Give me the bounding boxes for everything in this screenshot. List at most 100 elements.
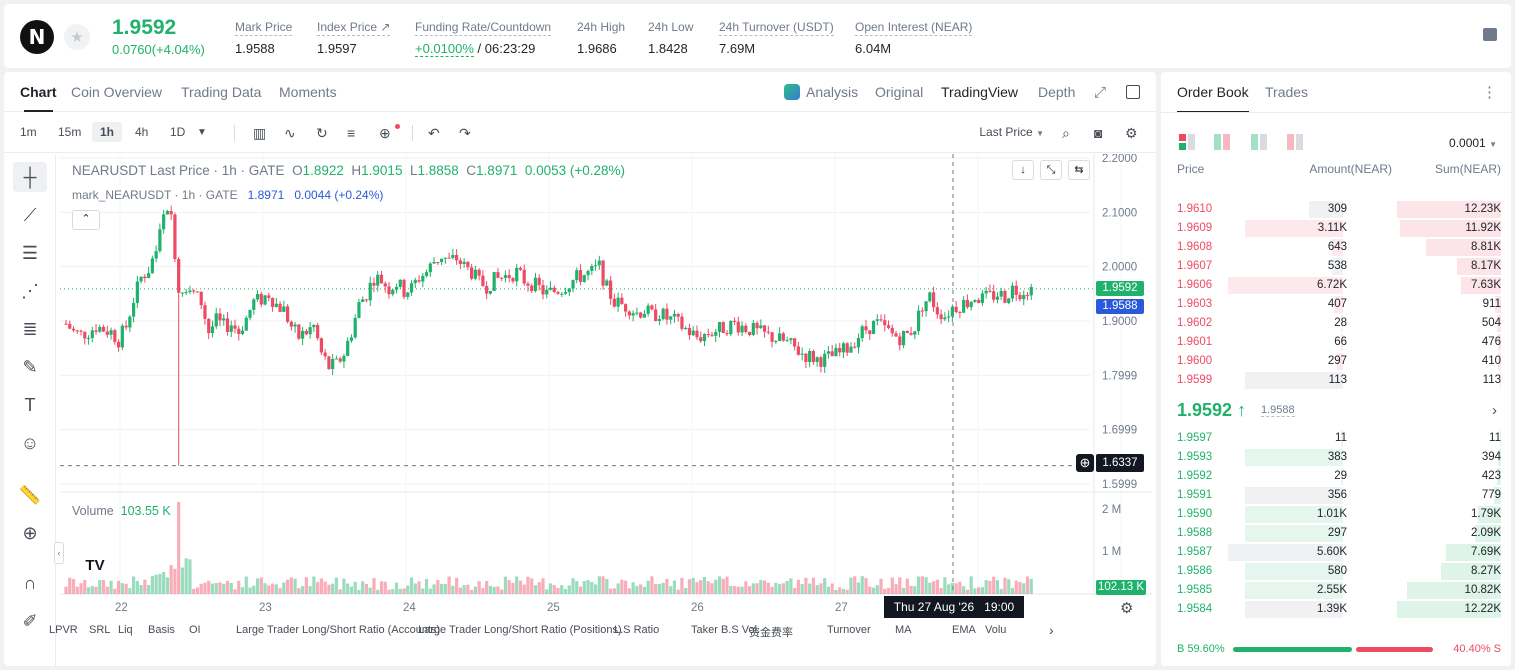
indicator-0[interactable]: LPVR [49, 624, 78, 636]
ob-row[interactable]: 1.9601 66 476 [1161, 333, 1511, 352]
favorite-star-icon[interactable]: ★ [64, 24, 90, 50]
ob-row[interactable]: 1.9588 297 2.09K [1161, 524, 1511, 543]
indicator-7[interactable]: L.S Ratio [614, 624, 660, 636]
interval-dropdown-icon[interactable]: ▼ [197, 127, 207, 138]
indicator-scroll-right-icon[interactable]: › [1049, 622, 1054, 638]
candle-type-icon[interactable]: ▥ [253, 125, 267, 141]
collapse-legend-icon[interactable]: ⌃ [72, 210, 100, 230]
ob-row[interactable]: 1.9609 3.11K 11.92K [1161, 219, 1511, 238]
price-chart-svg[interactable]: 2.2000 2.1000 2.0000 1.9000 1.7999 1.6999 1.59… [60, 153, 1152, 666]
tab-moments[interactable]: Moments [279, 84, 337, 100]
indicator-9[interactable]: 资金费率 [749, 627, 793, 639]
fib-icon[interactable]: ≣ [22, 318, 38, 339]
window-icon[interactable] [1126, 85, 1140, 99]
analysis-button[interactable]: Analysis [784, 84, 858, 100]
add-order-icon[interactable]: ⊕ [1076, 454, 1094, 472]
ob-row[interactable]: 1.9590 1.01K 1.79K [1161, 505, 1511, 524]
chevron-right-icon[interactable]: › [1492, 402, 1497, 419]
more-icon[interactable]: ⋮ [1482, 84, 1497, 101]
amount-depth-bar [1340, 430, 1343, 447]
view-bids-icon[interactable] [1251, 134, 1267, 150]
candle-body [800, 353, 804, 355]
ob-row[interactable]: 1.9587 5.60K 7.69K [1161, 543, 1511, 562]
brush-icon[interactable]: ✎ [22, 356, 38, 377]
indicators-icon[interactable]: ∿ [284, 125, 296, 141]
zoom-in-icon[interactable]: ⊕ [22, 522, 38, 543]
chart-settings-icon[interactable]: ⚙ [1120, 600, 1134, 617]
redo-icon[interactable]: ↷ [459, 125, 471, 141]
settings-gear-icon[interactable]: ⚙ [1125, 125, 1138, 141]
interval-1m[interactable]: 1m [20, 125, 37, 139]
camera-icon[interactable]: ◙ [1094, 125, 1103, 141]
interval-1h[interactable]: 1h [92, 122, 123, 142]
ob-row[interactable]: 1.9585 2.55K 10.82K [1161, 581, 1511, 600]
indicator-5[interactable]: Large Trader Long/Short Ratio (Accounts) [236, 624, 441, 636]
amount-depth-bar [1245, 525, 1343, 542]
view-asks-icon[interactable] [1287, 134, 1303, 150]
interval-1d[interactable]: 1D [170, 125, 186, 139]
tab-coin-overview[interactable]: Coin Overview [71, 84, 163, 100]
search-icon[interactable]: ⌕ [1062, 125, 1070, 141]
ob-row[interactable]: 1.9597 11 11 [1161, 429, 1511, 448]
scroll-down-icon[interactable]: ↓ [1012, 160, 1034, 180]
crosshair-icon[interactable]: ┼ [13, 162, 47, 192]
interval-4h[interactable]: 4h [135, 125, 149, 139]
indicator-6[interactable]: Large Trader Long/Short Ratio (Positions… [418, 624, 622, 636]
expand-icon[interactable]: ⤢ [1094, 84, 1107, 101]
ob-row[interactable]: 1.9603 407 911 [1161, 295, 1511, 314]
ob-row[interactable]: 1.9606 6.72K 7.63K [1161, 276, 1511, 295]
pattern-icon[interactable]: ⋰ [21, 280, 39, 301]
templates-icon[interactable]: ≡ [347, 125, 356, 141]
tab-trading-data[interactable]: Trading Data [181, 84, 262, 100]
add-alert-icon[interactable]: ⊕ [379, 125, 391, 141]
pencil-icon[interactable]: ✐ [22, 610, 38, 631]
ob-row[interactable]: 1.9586 580 8.27K [1161, 562, 1511, 581]
precision-select[interactable]: 0.0001 ▼ [1449, 136, 1497, 150]
hlines-icon[interactable]: ☰ [21, 242, 39, 263]
collapse-icon[interactable]: ⤡ [1040, 160, 1062, 180]
text-tool-icon[interactable]: T [24, 394, 36, 415]
interval-15m[interactable]: 15m [58, 125, 82, 139]
tab-order-book[interactable]: Order Book [1177, 84, 1249, 113]
magnet-icon[interactable]: ∩ [23, 572, 37, 593]
undo-icon[interactable]: ↶ [428, 125, 440, 141]
emoji-icon[interactable]: ☺ [20, 432, 40, 453]
tab-chart[interactable]: Chart [20, 84, 57, 112]
ob-row[interactable]: 1.9593 383 394 [1161, 448, 1511, 467]
ob-row[interactable]: 1.9602 28 504 [1161, 314, 1511, 333]
indicator-13[interactable]: Volu [985, 624, 1007, 636]
view-layout-2-icon[interactable] [1214, 134, 1230, 150]
compare-icon[interactable]: ↻ [316, 125, 328, 141]
ob-row[interactable]: 1.9607 538 8.17K [1161, 257, 1511, 276]
book-icon[interactable] [1483, 28, 1497, 41]
indicator-11[interactable]: MA [895, 624, 912, 636]
view-tradingview[interactable]: TradingView [941, 84, 1019, 100]
ob-row[interactable]: 1.9610 309 12.23K [1161, 200, 1511, 219]
indicator-8[interactable]: Taker B.S Vol. [691, 624, 761, 636]
fullscreen-icon[interactable]: ⇆ [1068, 160, 1090, 180]
stat-index-price[interactable]: Index Price ↗ 1.9597 [317, 20, 391, 56]
ob-row[interactable]: 1.9608 643 8.81K [1161, 238, 1511, 257]
trendline-icon[interactable]: ⟋ [23, 204, 37, 225]
indicator-12[interactable]: EMA [952, 624, 976, 636]
ruler-icon[interactable]: 📏 [18, 484, 42, 505]
indicator-1[interactable]: SRL [89, 624, 111, 636]
sidebar-toggle-icon[interactable]: ‹ [54, 542, 64, 564]
indicator-2[interactable]: Liq [118, 624, 133, 636]
view-depth[interactable]: Depth [1038, 84, 1076, 100]
view-both-icon[interactable] [1179, 134, 1195, 150]
indicator-4[interactable]: OI [189, 624, 201, 636]
ob-price: 1.9586 [1177, 565, 1213, 577]
indicator-3[interactable]: Basis [148, 624, 175, 636]
price-type-select[interactable]: Last Price ▼ [979, 125, 1044, 139]
tab-trades[interactable]: Trades [1265, 84, 1309, 100]
tradingview-chart[interactable]: 2.2000 2.1000 2.0000 1.9000 1.7999 1.6999 1.59… [54, 153, 1152, 666]
indicator-10[interactable]: Turnover [827, 624, 871, 636]
volume-bar [372, 578, 376, 594]
view-original[interactable]: Original [875, 84, 924, 100]
ob-row[interactable]: 1.9591 356 779 [1161, 486, 1511, 505]
ob-row[interactable]: 1.9592 29 423 [1161, 467, 1511, 486]
ob-row[interactable]: 1.9600 297 410 [1161, 352, 1511, 371]
ob-row[interactable]: 1.9584 1.39K 12.22K [1161, 600, 1511, 619]
ob-row[interactable]: 1.9599 113 113 [1161, 371, 1511, 390]
